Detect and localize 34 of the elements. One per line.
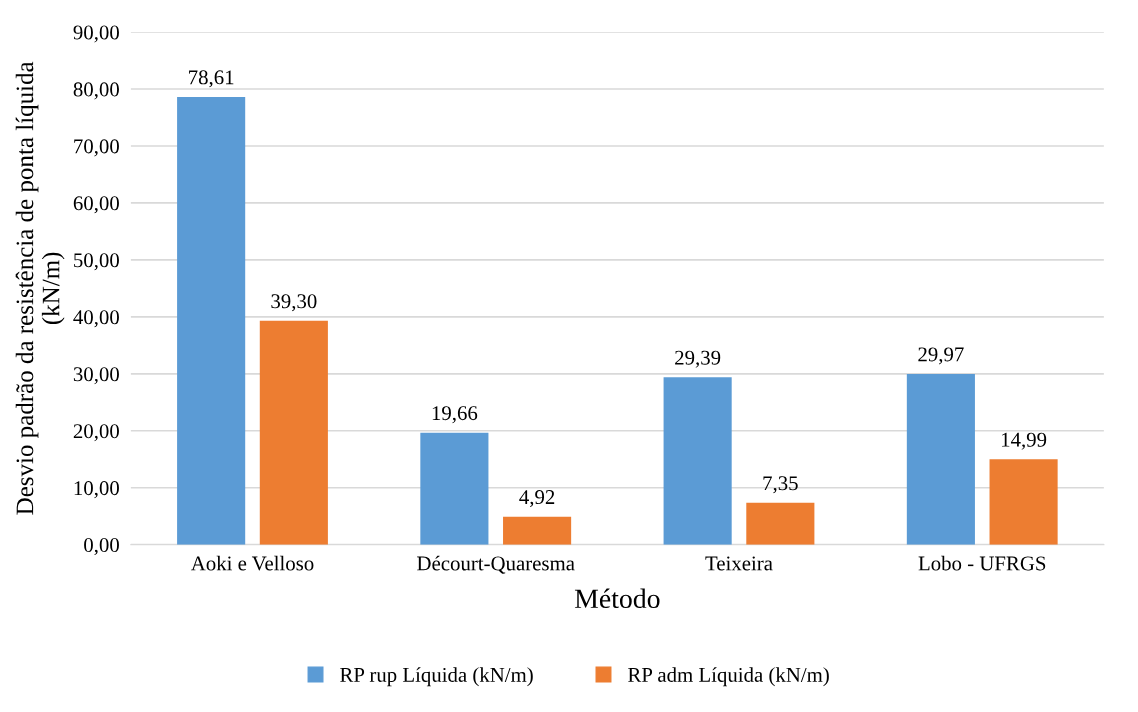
bar [906,373,975,545]
data-label: 29,97 [918,347,964,365]
x-axis-title: Método [574,588,660,609]
bar [420,432,489,545]
y-tick-label: 90,00 [73,25,119,43]
y-tick-label: 30,00 [73,367,119,385]
data-label: 78,61 [189,70,234,88]
data-label: 19,66 [432,406,478,424]
data-label: 4,92 [519,490,555,508]
y-tick-label: 20,00 [73,424,119,442]
data-label: 14,99 [1001,432,1047,450]
bar [177,96,246,545]
data-label: 29,39 [675,350,721,368]
y-tick-label: 10,00 [74,481,119,499]
y-tick-label: 60,00 [73,196,119,214]
bar [503,516,572,545]
legend-label: RP rup Líquida (kN/m) [340,667,533,687]
y-axis-title: Desvio padrão da resistência de ponta líquida (kN/m) [15,61,65,515]
data-label: 7,35 [763,476,798,494]
x-tick-label: Aoki e Velloso [190,555,314,571]
x-tick-label: Décourt-Quaresma [417,555,575,574]
y-tick-label: 0,00 [84,538,119,556]
data-label: 39,30 [271,294,317,312]
legend-label: RP adm Líquida (kN/m) [628,667,829,687]
y-tick-label: 80,00 [73,82,119,100]
y-tick-label: 40,00 [73,310,119,328]
x-tick-label: Lobo - UFRGS [918,555,1046,571]
y-tick-label: 70,00 [74,139,119,157]
bar [989,459,1058,545]
x-tick-label: Teixeira [705,556,773,571]
y-tick-label: 50,00 [74,253,119,271]
bar [259,320,328,545]
bar [746,502,815,545]
bar [663,377,732,545]
